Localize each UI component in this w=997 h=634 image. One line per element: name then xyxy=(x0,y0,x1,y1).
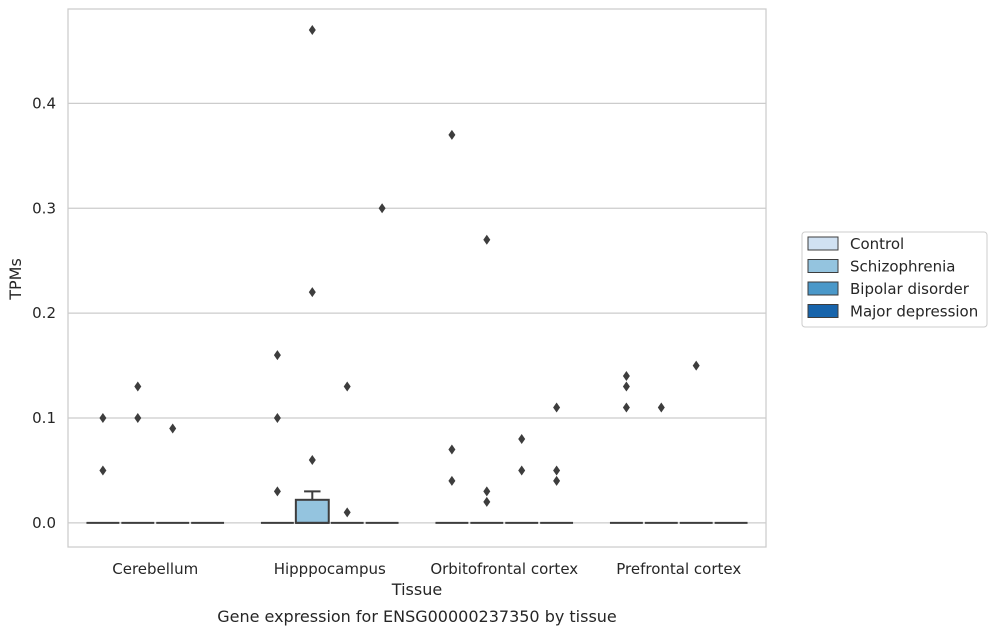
box-body xyxy=(294,498,330,524)
x-tick-label: Cerebellum xyxy=(112,560,198,578)
box-group xyxy=(294,490,330,524)
outlier-point xyxy=(553,402,561,413)
outlier-point xyxy=(483,234,491,245)
outlier-point xyxy=(483,486,491,497)
legend-label: Major depression xyxy=(850,303,978,321)
x-tick-label: Prefrontal cortex xyxy=(616,560,741,578)
outlier-point xyxy=(343,507,351,518)
outlier-points xyxy=(99,24,700,518)
plot-frame xyxy=(67,8,767,548)
outlier-point xyxy=(518,465,526,476)
outlier-point xyxy=(308,454,316,465)
y-tick-label: 0.3 xyxy=(32,199,56,217)
x-tick-label: Orbitofrontal cortex xyxy=(430,560,578,578)
legend-frame xyxy=(801,231,988,328)
outlier-point xyxy=(273,350,281,361)
outlier-point xyxy=(518,433,526,444)
outlier-point xyxy=(308,287,316,298)
outlier-point xyxy=(622,371,630,382)
outlier-point xyxy=(622,402,630,413)
outlier-point xyxy=(273,413,281,424)
legend-swatch xyxy=(807,304,839,318)
outlier-point xyxy=(308,24,316,35)
outlier-point xyxy=(99,413,107,424)
outlier-point xyxy=(99,465,107,476)
legend-label: Bipolar disorder xyxy=(850,280,970,298)
y-axis-label: TPMs xyxy=(6,258,25,301)
outlier-point xyxy=(553,475,561,486)
x-tick-label: Hipppocampus xyxy=(274,560,386,578)
outlier-point xyxy=(134,381,142,392)
outlier-point xyxy=(657,402,665,413)
outlier-point xyxy=(483,496,491,507)
outlier-point xyxy=(134,413,142,424)
boxes xyxy=(86,490,748,524)
x-axis-label: Tissue xyxy=(391,580,442,599)
legend: Control Schizophrenia Bipolar disorder Majo… xyxy=(801,231,988,328)
outlier-point xyxy=(169,423,177,434)
outlier-point xyxy=(448,444,456,455)
legend-swatch xyxy=(807,281,839,296)
legend-label: Control xyxy=(850,235,904,253)
outlier-point xyxy=(622,381,630,392)
legend-label: Schizophrenia xyxy=(850,258,955,276)
y-tick-label: 0.0 xyxy=(32,514,56,532)
outlier-point xyxy=(553,465,561,476)
outlier-point xyxy=(448,475,456,486)
y-tick-label: 0.4 xyxy=(32,94,56,112)
outlier-point xyxy=(273,486,281,497)
x-tick-labels: Cerebellum Hipppocampus Orbitofrontal cort… xyxy=(112,560,741,578)
grid-lines xyxy=(68,102,766,524)
y-tick-label: 0.2 xyxy=(32,304,56,322)
outlier-point xyxy=(343,381,351,392)
outlier-point xyxy=(378,203,386,214)
legend-swatch xyxy=(807,259,839,273)
y-tick-labels: 0.0 0.1 0.2 0.3 0.4 xyxy=(32,94,56,531)
outlier-point xyxy=(448,129,456,140)
outlier-point xyxy=(692,360,700,371)
y-tick-label: 0.1 xyxy=(32,409,56,427)
legend-swatch xyxy=(807,236,839,251)
chart-caption: Gene expression for ENSG00000237350 by t… xyxy=(217,607,617,626)
